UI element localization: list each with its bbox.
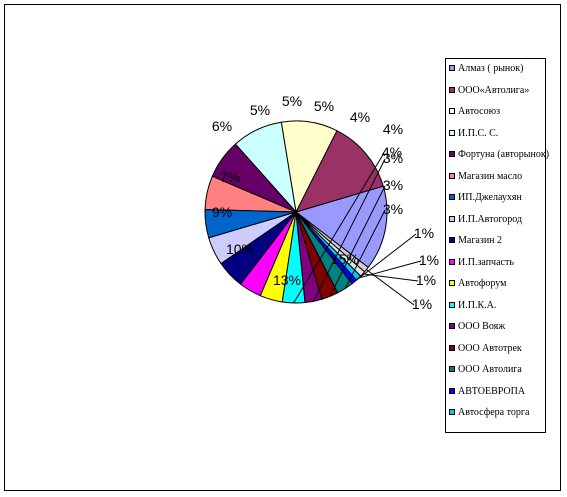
slice-label: 9%: [212, 204, 232, 220]
legend-swatch: [449, 194, 455, 200]
slice-label: 10%: [226, 241, 254, 257]
legend-swatch: [449, 86, 455, 93]
legend-label: ООО Автолига: [458, 364, 522, 375]
legend-swatch: [449, 280, 455, 286]
legend-label: ООО«Автолига»: [458, 84, 530, 96]
legend-label: АВТОЕВРОПА: [458, 385, 526, 397]
slice-label: 5%: [314, 98, 334, 114]
legend-label: Алмаз ( рынок): [458, 63, 524, 74]
leader-line: [366, 269, 415, 306]
legend-swatch: [449, 151, 455, 157]
legend-label: И.П.Автогород: [458, 213, 523, 225]
legend-swatch: [449, 108, 455, 114]
legend-label: Фортуна (авторынок): [458, 149, 550, 160]
legend-swatch: [449, 129, 455, 136]
legend-swatch: [449, 323, 455, 329]
slice-label: 1%: [419, 252, 439, 268]
slice-label: 4%: [382, 144, 402, 160]
slice-label: 4%: [350, 109, 370, 125]
pie-slice: [295, 130, 384, 213]
legend-label: И.П.С. С.: [458, 127, 499, 139]
slice-label: 1%: [412, 296, 432, 312]
legend-swatch: [449, 387, 455, 394]
legend-label: Автосфера торга: [458, 407, 530, 418]
legend-swatch: [449, 344, 455, 351]
legend-label: ИП.Джелаухян: [458, 192, 522, 203]
slice-label: 13%: [273, 272, 301, 288]
slice-label: 5%: [282, 93, 302, 109]
legend-swatch: [449, 258, 455, 265]
legend-swatch: [449, 172, 455, 179]
legend-swatch: [449, 366, 455, 372]
slice-label: 3%: [383, 150, 403, 166]
legend-label: Автосоюз: [458, 106, 501, 117]
leader-line: [329, 185, 386, 297]
slice-label: 7%: [220, 169, 240, 185]
chart-legend: Алмаз ( рынок) ООО«Автолига» Автосоюз И.П.С…: [445, 58, 550, 433]
leader-line: [313, 158, 386, 302]
leader-line: [362, 273, 419, 282]
slice-label: 5%: [250, 102, 270, 118]
legend-swatch: [449, 215, 455, 222]
legend-swatch: [449, 409, 455, 415]
slice-label: 1%: [414, 225, 434, 241]
legend-label: Автофорум: [458, 278, 507, 289]
legend-label: Магазин 2: [458, 235, 503, 246]
leader-line: [293, 152, 385, 304]
legend-label: ООО Вояж: [458, 321, 506, 332]
pie-slice: [294, 185, 388, 269]
slice-label: 15%: [331, 251, 359, 267]
slice-label: 6%: [212, 118, 232, 134]
slice-label: 1%: [416, 272, 436, 288]
legend-label: Магазин масло: [458, 170, 523, 182]
leader-line: [344, 209, 386, 289]
legend-swatch: [449, 65, 455, 71]
legend-label: И.П.К.А.: [458, 299, 497, 311]
slice-label: 3%: [383, 177, 403, 193]
legend-label: И.П.запчасть: [458, 256, 514, 268]
slice-label: 4%: [383, 121, 403, 137]
slice-label: 3%: [383, 201, 403, 217]
legend-label: ООО Автотрек: [458, 342, 522, 354]
legend-swatch: [449, 301, 455, 308]
legend-swatch: [449, 237, 455, 243]
